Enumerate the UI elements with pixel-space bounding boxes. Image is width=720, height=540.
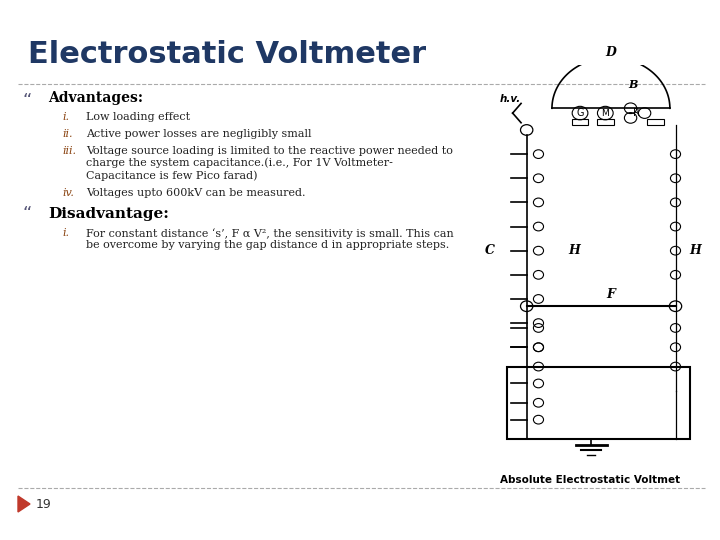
Text: For constant distance ‘s’, F α V², the sensitivity is small. This can
be overcom: For constant distance ‘s’, F α V², the s… [86, 228, 454, 251]
Text: Voltage source loading is limited to the reactive power needed to
charge the sys: Voltage source loading is limited to the… [86, 146, 453, 180]
Text: Low loading effect: Low loading effect [86, 112, 190, 122]
Text: M: M [601, 109, 609, 118]
Text: “: “ [22, 92, 32, 110]
Text: Electrostatic Voltmeter: Electrostatic Voltmeter [28, 40, 426, 69]
Text: Voltages upto 600kV can be measured.: Voltages upto 600kV can be measured. [86, 188, 305, 198]
Text: h.v.: h.v. [499, 93, 521, 104]
Text: R: R [633, 108, 639, 118]
Text: C: C [485, 244, 495, 257]
Bar [507, 367, 690, 439]
Text: ii.: ii. [62, 129, 73, 139]
Text: H: H [569, 244, 580, 257]
Text: Active power losses are negligibly small: Active power losses are negligibly small [86, 129, 312, 139]
Text: F: F [606, 288, 616, 301]
Text: iii.: iii. [62, 146, 76, 156]
Text: H: H [689, 244, 701, 257]
Text: i.: i. [62, 228, 69, 238]
Text: i.: i. [62, 112, 69, 122]
Text: G: G [576, 108, 584, 118]
Text: D: D [606, 46, 616, 59]
Text: Advantages:: Advantages: [48, 91, 143, 105]
Text: B: B [629, 79, 638, 90]
Text: Disadvantage:: Disadvantage: [48, 207, 169, 221]
Bar [572, 119, 588, 125]
Polygon shape [18, 496, 30, 512]
Bar [647, 119, 665, 125]
Text: 19: 19 [36, 497, 52, 510]
Text: “: “ [22, 205, 32, 223]
Text: iv.: iv. [62, 188, 74, 198]
Bar [597, 119, 613, 125]
Text: Absolute Electrostatic Voltmet: Absolute Electrostatic Voltmet [500, 475, 680, 485]
